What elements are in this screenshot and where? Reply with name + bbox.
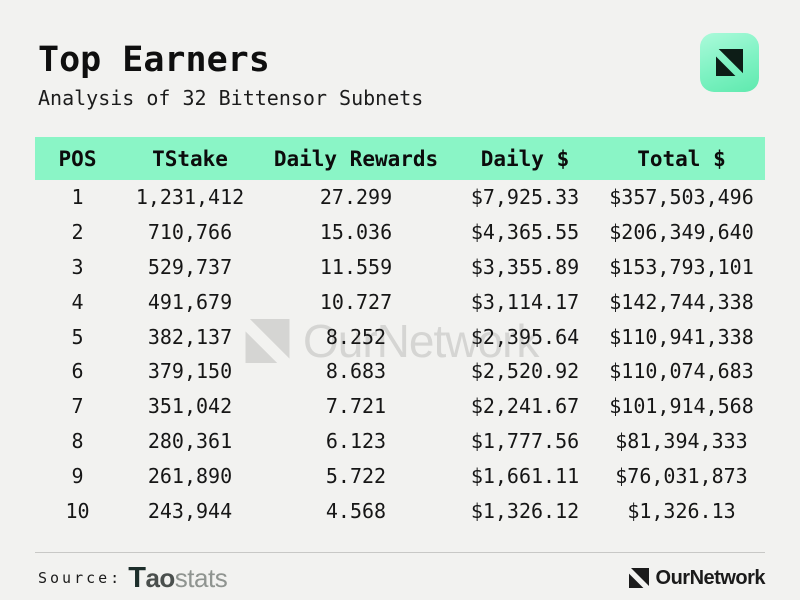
table-body: 1 1,231,412 27.299 $7,925.33 $357,503,496 2 71…: [35, 180, 765, 528]
top-earners-table: POS TStake Daily Rewards Daily $ Total $ 1 1,…: [35, 137, 765, 528]
footer-divider: [35, 552, 765, 553]
watermark: OurNetwork: [243, 314, 539, 368]
table-cell: 280,361: [147, 428, 233, 453]
table-cell: 1,231,412: [135, 185, 245, 210]
table-cell: $153,793,101: [609, 254, 754, 279]
table-cell: 243,944: [147, 498, 233, 523]
table-cell: 5.722: [325, 463, 387, 488]
table-cell: $101,914,568: [609, 394, 754, 419]
table-cell: 529,737: [147, 254, 233, 279]
ournetwork-logo-icon: [628, 568, 649, 588]
table-cell: 15.036: [319, 220, 393, 245]
table-cell: $7,925.33: [470, 185, 580, 210]
table-row: 10 243,944 4.568 $1,326.12 $1,326.13: [35, 493, 765, 528]
table-cell: $2,395.64: [470, 324, 580, 349]
column-header: Daily $: [480, 146, 570, 171]
table-cell: 7: [71, 394, 84, 419]
table-cell: $3,355.89: [470, 254, 580, 279]
table-row: 2 710,766 15.036 $4,365.55 $206,349,640: [35, 215, 765, 250]
table-cell: 7.721: [325, 394, 387, 419]
table-cell: 379,150: [147, 359, 233, 384]
column-header: POS: [58, 146, 97, 171]
table-cell: 491,679: [147, 289, 233, 314]
table-cell: 351,042: [147, 394, 233, 419]
table-row: 1 1,231,412 27.299 $7,925.33 $357,503,496: [35, 180, 765, 215]
table-cell: $110,074,683: [609, 359, 754, 384]
table-cell: 8.683: [325, 359, 387, 384]
table-cell: 9: [71, 463, 84, 488]
taostats-logo-t: T: [128, 561, 146, 594]
table-cell: $206,349,640: [609, 220, 754, 245]
table-cell: 710,766: [147, 220, 233, 245]
watermark-text: OurNetwork: [303, 315, 539, 367]
table-cell: 11.559: [319, 254, 393, 279]
table-cell: $76,031,873: [615, 463, 748, 488]
table-cell: 6.123: [325, 428, 387, 453]
page-subtitle: Analysis of 32 Bittensor Subnets: [38, 86, 424, 110]
table-cell: $3,114.17: [470, 289, 580, 314]
table-cell: $142,744,338: [609, 289, 754, 314]
table-cell: 10.727: [319, 289, 393, 314]
table-cell: $1,661.11: [470, 463, 580, 488]
table-cell: $1,326.12: [470, 498, 580, 523]
table-row: 7 351,042 7.721 $2,241.67 $101,914,568: [35, 389, 765, 424]
taostats-logo-stats: stats: [174, 562, 228, 593]
table-cell: 8: [71, 428, 84, 453]
table-cell: $4,365.55: [470, 220, 580, 245]
column-header: TStake: [152, 146, 228, 171]
table-cell: $357,503,496: [609, 185, 754, 210]
table-cell: 10: [65, 498, 90, 523]
table-cell: 3: [71, 254, 84, 279]
table-row: 6 379,150 8.683 $2,520.92 $110,074,683: [35, 354, 765, 389]
table-cell: 2: [71, 220, 84, 245]
ournetwork-logo-icon: [245, 319, 290, 363]
table-cell: 27.299: [319, 185, 393, 210]
table-cell: $81,394,333: [615, 428, 748, 453]
table-cell: 8.252: [325, 324, 387, 349]
table-row: 3 529,737 11.559 $3,355.89 $153,793,101: [35, 250, 765, 285]
table-row: 4 491,679 10.727 $3,114.17 $142,744,338: [35, 284, 765, 319]
table-row: 5 382,137 8.252 $2,395.64 $110,941,338: [35, 319, 765, 354]
table-cell: 5: [71, 324, 84, 349]
table-cell: $2,520.92: [470, 359, 580, 384]
table-header-row: POS TStake Daily Rewards Daily $ Total $: [35, 137, 765, 180]
table-cell: 4.568: [325, 498, 387, 523]
source-attribution: Source: Taostats: [38, 562, 228, 595]
taostats-logo-ao: ao: [145, 562, 175, 593]
table-cell: $2,241.67: [470, 394, 580, 419]
page-title: Top Earners: [38, 40, 270, 80]
source-label: Source:: [38, 569, 123, 587]
table-cell: 261,890: [147, 463, 233, 488]
column-header: Daily Rewards: [273, 146, 439, 171]
ournetwork-logo-icon: [716, 49, 743, 76]
table-row: 9 261,890 5.722 $1,661.11 $76,031,873: [35, 458, 765, 493]
table-cell: 382,137: [147, 324, 233, 349]
table-cell: $110,941,338: [609, 324, 754, 349]
taostats-logo: Taostats: [128, 562, 227, 595]
table-row: 8 280,361 6.123 $1,777.56 $81,394,333: [35, 424, 765, 459]
footer-brand-text: OurNetwork: [655, 566, 766, 589]
ournetwork-footer-brand: OurNetwork: [628, 563, 766, 593]
table-cell: 4: [71, 289, 84, 314]
column-header: Total $: [637, 146, 726, 171]
table-cell: $1,777.56: [470, 428, 580, 453]
table-cell: 6: [71, 359, 84, 384]
table-cell: 1: [71, 185, 84, 210]
table-cell: $1,326.13: [627, 498, 736, 523]
ournetwork-app-icon: [700, 33, 759, 92]
